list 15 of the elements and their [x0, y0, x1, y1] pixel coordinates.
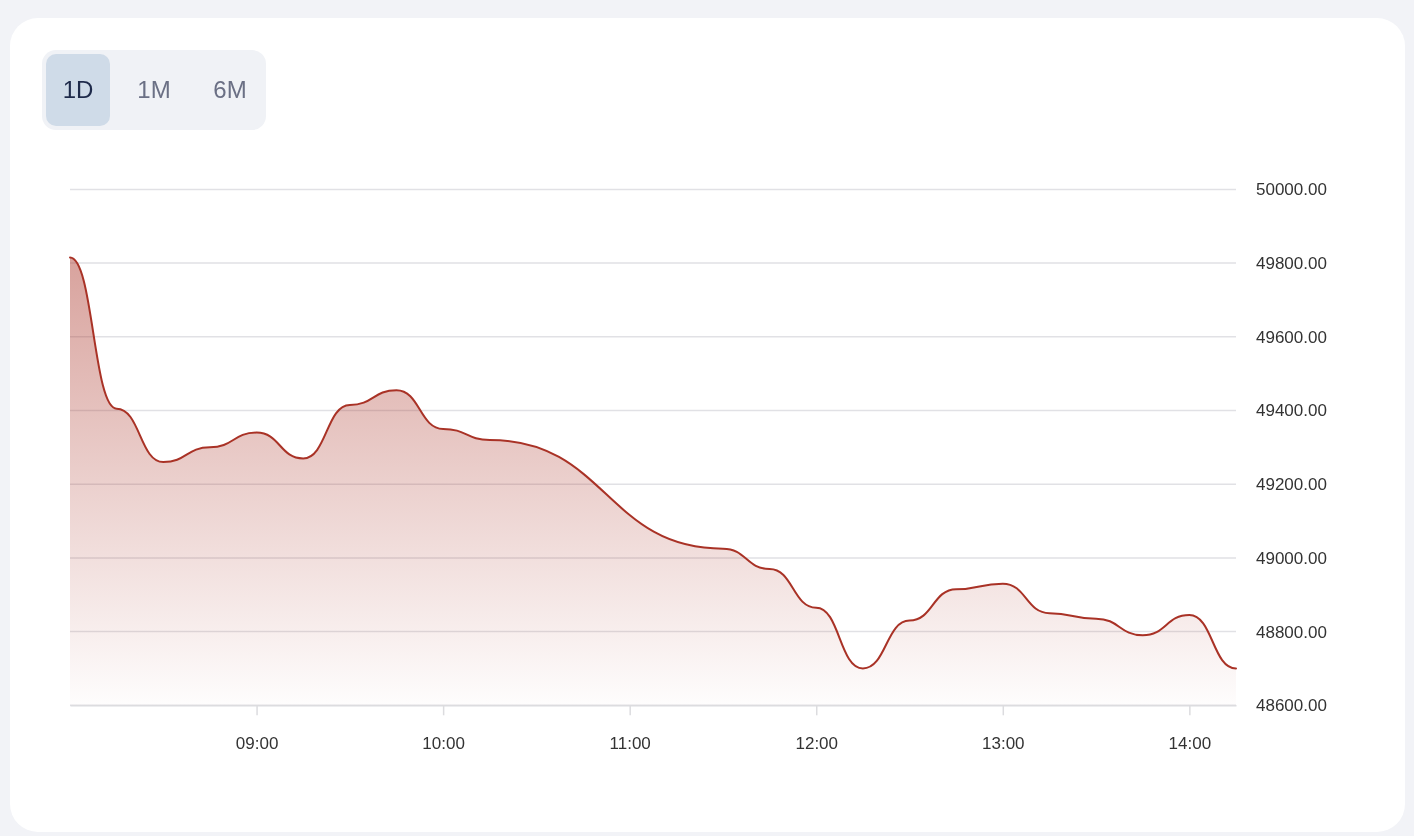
x-tick-label: 11:00: [609, 734, 651, 754]
y-tick-label: 48600.00: [1256, 696, 1327, 716]
y-tick-label: 49200.00: [1256, 475, 1327, 495]
x-tick-label: 14:00: [1168, 734, 1212, 754]
range-selector: 1D 1M 6M: [42, 50, 266, 130]
x-tick-label: 13:00: [982, 734, 1025, 754]
x-tick-label: 09:00: [235, 734, 279, 754]
y-tick-label: 49600.00: [1256, 327, 1327, 347]
y-tick-label: 49000.00: [1256, 548, 1327, 568]
y-tick-label: 49400.00: [1256, 401, 1327, 421]
x-tick-label: 10:00: [422, 734, 465, 754]
x-tick-label: 12:00: [795, 734, 839, 754]
y-tick-label: 48800.00: [1256, 622, 1327, 642]
y-tick-label: 50000.00: [1256, 180, 1327, 200]
y-tick-label: 49800.00: [1256, 254, 1327, 274]
